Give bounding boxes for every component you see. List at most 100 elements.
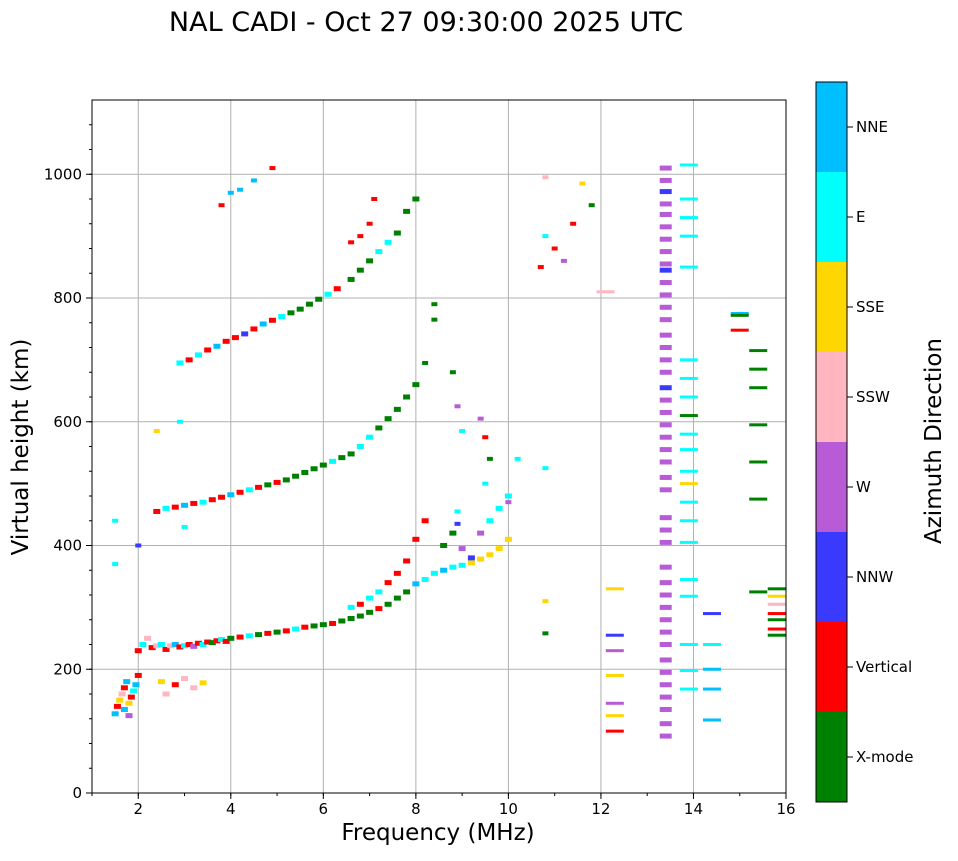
data-point xyxy=(412,382,420,388)
data-point xyxy=(204,347,212,353)
data-point xyxy=(384,239,392,245)
data-point xyxy=(157,679,165,685)
data-point xyxy=(333,286,341,292)
data-point xyxy=(134,648,142,654)
data-point xyxy=(542,599,549,604)
data-point xyxy=(112,518,119,523)
data-point xyxy=(767,633,786,637)
data-point xyxy=(702,643,721,646)
data-point xyxy=(579,181,586,186)
data-point xyxy=(659,317,672,323)
data-point xyxy=(659,292,672,298)
data-point xyxy=(356,267,364,273)
data-point xyxy=(679,216,698,220)
data-point xyxy=(449,564,457,570)
y-axis-label: Virtual height (km) xyxy=(8,339,34,556)
data-point xyxy=(371,197,378,201)
data-point xyxy=(767,612,786,616)
data-point xyxy=(659,474,672,480)
data-point xyxy=(366,258,374,264)
data-point xyxy=(393,570,401,576)
data-point xyxy=(245,633,253,639)
data-point xyxy=(356,601,364,607)
data-point xyxy=(296,306,304,312)
data-point xyxy=(659,527,672,533)
data-point xyxy=(347,616,355,622)
colorbar-tick-label: SSE xyxy=(856,298,885,316)
data-point xyxy=(153,429,160,434)
data-point xyxy=(181,524,188,529)
data-point xyxy=(449,370,456,375)
data-point xyxy=(421,577,429,583)
data-point xyxy=(403,394,411,400)
data-point xyxy=(132,682,140,688)
data-point xyxy=(255,484,263,490)
azimuth-colorbar: X-mode Vertical NNW W SSW SSE E NNE xyxy=(815,81,913,803)
data-point xyxy=(338,618,346,624)
data-point xyxy=(659,422,672,428)
data-point xyxy=(264,482,272,488)
x-tick-label: 6 xyxy=(319,800,329,818)
data-point xyxy=(204,639,212,645)
data-point xyxy=(459,429,466,434)
data-point xyxy=(422,360,429,365)
data-point xyxy=(236,489,244,495)
data-point xyxy=(255,632,263,638)
data-point xyxy=(659,592,672,598)
data-point xyxy=(199,642,207,647)
data-point xyxy=(227,492,235,498)
data-point xyxy=(384,580,392,586)
x-tick-label: 10 xyxy=(499,800,518,818)
data-point xyxy=(111,711,119,717)
data-point xyxy=(190,500,198,506)
data-point xyxy=(162,646,170,652)
data-point xyxy=(730,311,749,315)
data-point xyxy=(366,221,373,226)
data-point xyxy=(139,642,147,647)
data-point xyxy=(659,487,672,493)
data-point xyxy=(127,694,135,700)
data-point xyxy=(162,691,170,697)
x-tick-label: 14 xyxy=(684,800,703,818)
data-point xyxy=(176,644,184,650)
data-point xyxy=(213,343,221,349)
data-point xyxy=(467,560,475,566)
x-axis-label: Frequency (MHz) xyxy=(341,820,534,846)
data-point xyxy=(504,493,512,499)
data-point xyxy=(125,713,133,719)
data-point xyxy=(375,589,383,595)
data-point xyxy=(347,276,355,282)
data-point xyxy=(482,435,489,440)
data-point xyxy=(194,640,202,646)
data-point xyxy=(148,645,156,651)
data-point xyxy=(679,668,698,672)
data-point xyxy=(185,357,193,363)
data-point xyxy=(659,447,672,453)
data-point xyxy=(596,290,615,294)
data-point xyxy=(679,594,698,598)
data-point xyxy=(749,497,768,501)
colorbar-swatch xyxy=(816,532,847,622)
data-point xyxy=(375,249,383,255)
data-point xyxy=(222,338,230,344)
data-point xyxy=(542,234,549,239)
y-tick-label: 400 xyxy=(53,537,82,555)
data-point xyxy=(134,672,142,678)
data-point xyxy=(659,617,672,623)
data-point xyxy=(659,706,672,712)
data-point xyxy=(486,456,493,461)
data-point xyxy=(749,423,768,427)
data-point xyxy=(767,587,786,591)
data-point xyxy=(702,687,721,691)
data-point xyxy=(495,505,503,511)
data-point xyxy=(605,673,624,677)
data-point xyxy=(454,509,461,514)
data-point xyxy=(702,718,721,722)
colorbar-tick-label: W xyxy=(856,478,871,496)
data-point xyxy=(269,166,276,171)
data-point xyxy=(679,687,698,691)
colorbar-tick-label: E xyxy=(856,208,865,226)
data-point xyxy=(268,317,276,323)
data-point xyxy=(292,626,300,632)
